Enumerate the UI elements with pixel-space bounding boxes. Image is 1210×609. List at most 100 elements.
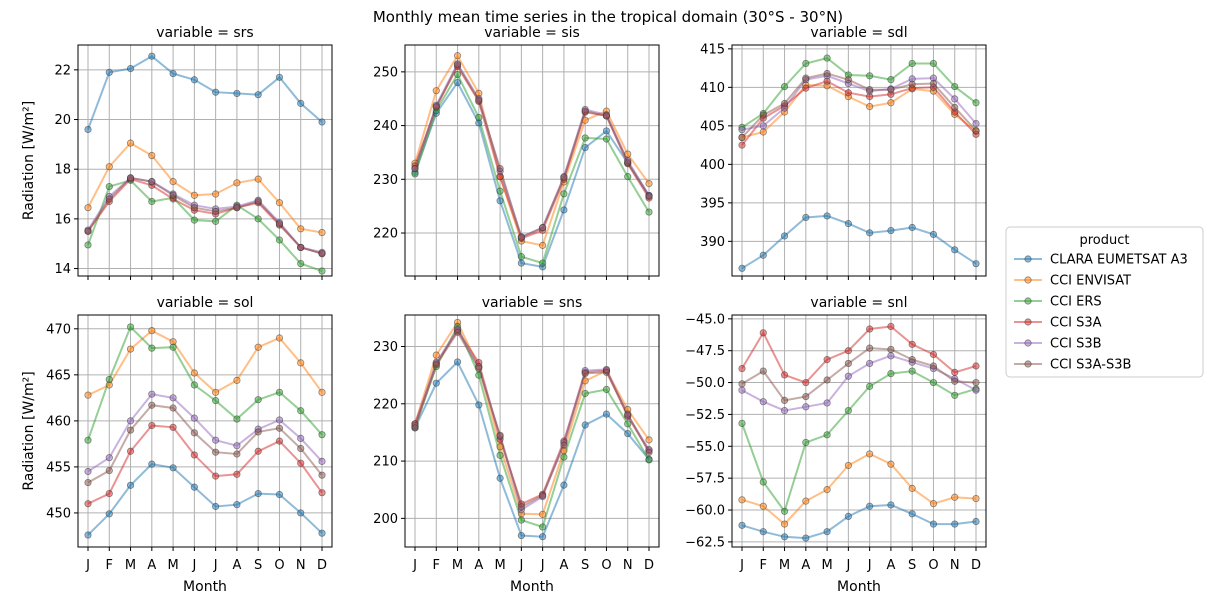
data-point	[539, 491, 547, 500]
data-point	[105, 195, 113, 203]
data-point	[738, 521, 746, 529]
data-point	[759, 367, 767, 375]
data-point	[453, 70, 462, 79]
y-tick-label: 465	[46, 368, 71, 383]
series-line	[87, 176, 323, 255]
data-point	[602, 368, 611, 376]
data-point	[297, 259, 305, 268]
x-tick-label: S	[254, 558, 262, 573]
panel-1: 14 16 18 20 22 variable = srs Radiation [W/m²]	[21, 25, 333, 280]
data-point	[866, 450, 874, 458]
data-point	[318, 431, 326, 439]
legend-item: CLARA EUMETSAT A3	[1014, 253, 1188, 268]
data-point	[908, 80, 916, 88]
y-tick-label: 250	[373, 65, 398, 80]
axes-frame	[77, 314, 333, 548]
data-point	[297, 434, 305, 442]
data-point	[602, 385, 611, 394]
data-point	[972, 362, 980, 370]
data-point	[844, 220, 852, 228]
data-point	[759, 122, 767, 130]
data-point	[84, 204, 92, 212]
data-point	[972, 517, 980, 526]
data-point	[169, 464, 177, 472]
data-point	[844, 89, 852, 97]
data-point	[496, 197, 504, 205]
data-point	[780, 407, 789, 415]
data-point	[780, 232, 789, 240]
data-point	[297, 407, 305, 415]
data-point	[105, 68, 113, 76]
axes-frame	[731, 44, 987, 277]
data-point	[517, 233, 525, 241]
legend-label: CCI S3B	[1050, 337, 1102, 352]
x-tick-label: O	[601, 558, 611, 573]
legend-item: CCI S3B	[1014, 337, 1102, 352]
data-point	[972, 260, 980, 268]
x-tick-label: M	[779, 558, 790, 573]
data-point	[823, 212, 831, 220]
legend-swatch-marker	[1024, 318, 1032, 326]
data-point	[105, 375, 113, 384]
data-point	[887, 226, 895, 235]
data-point	[212, 397, 220, 405]
data-point	[475, 371, 483, 379]
x-tick-label: J	[518, 558, 523, 573]
data-point	[887, 76, 895, 84]
data-point	[645, 448, 653, 457]
data-point	[126, 447, 135, 455]
data-point	[297, 509, 305, 517]
data-point	[148, 421, 156, 430]
data-point	[866, 229, 874, 237]
x-tick-label: A	[232, 558, 241, 573]
data-point	[148, 52, 156, 60]
data-point	[972, 378, 980, 387]
data-point	[866, 502, 874, 510]
data-point	[233, 376, 241, 384]
data-point	[297, 243, 305, 252]
series-line	[414, 62, 650, 239]
data-point	[517, 253, 525, 261]
data-point	[148, 327, 156, 335]
data-point	[908, 356, 916, 364]
data-point	[802, 74, 810, 82]
y-tick-label: −52.5	[685, 408, 725, 423]
series-line	[741, 347, 977, 402]
data-point	[780, 533, 789, 541]
data-point	[275, 437, 284, 445]
series-line	[741, 214, 977, 270]
series-line	[87, 54, 323, 130]
data-point	[951, 82, 959, 91]
y-tick-label: 220	[373, 397, 398, 412]
y-tick-label: 230	[373, 340, 398, 355]
data-point	[929, 59, 938, 68]
data-point	[126, 426, 135, 434]
legend: product CLARA EUMETSAT A3 CCI ENVISAT CCI E…	[1005, 226, 1204, 378]
series-line	[414, 324, 650, 529]
x-tick-label: J	[867, 558, 872, 573]
series-line	[414, 360, 650, 538]
x-tick-label: J	[191, 558, 196, 573]
data-point	[929, 378, 938, 387]
data-point	[951, 520, 959, 528]
x-tick-label: S	[581, 558, 589, 573]
data-point	[233, 204, 241, 212]
legend-swatch-marker	[1024, 255, 1032, 263]
data-point	[190, 369, 198, 377]
data-point	[318, 471, 326, 479]
data-point	[823, 376, 831, 384]
data-point	[802, 403, 810, 411]
legend-box	[1005, 226, 1204, 378]
data-point	[624, 410, 632, 418]
data-point	[624, 158, 632, 166]
y-tick-label: 450	[46, 506, 71, 521]
data-point	[254, 215, 262, 223]
legend-label: CLARA EUMETSAT A3	[1050, 253, 1188, 268]
data-point	[951, 95, 959, 103]
data-point	[496, 474, 504, 482]
y-tick-label: −62.5	[685, 535, 725, 550]
y-tick-label: 16	[54, 212, 71, 227]
data-point	[780, 507, 789, 515]
data-point	[624, 429, 632, 438]
